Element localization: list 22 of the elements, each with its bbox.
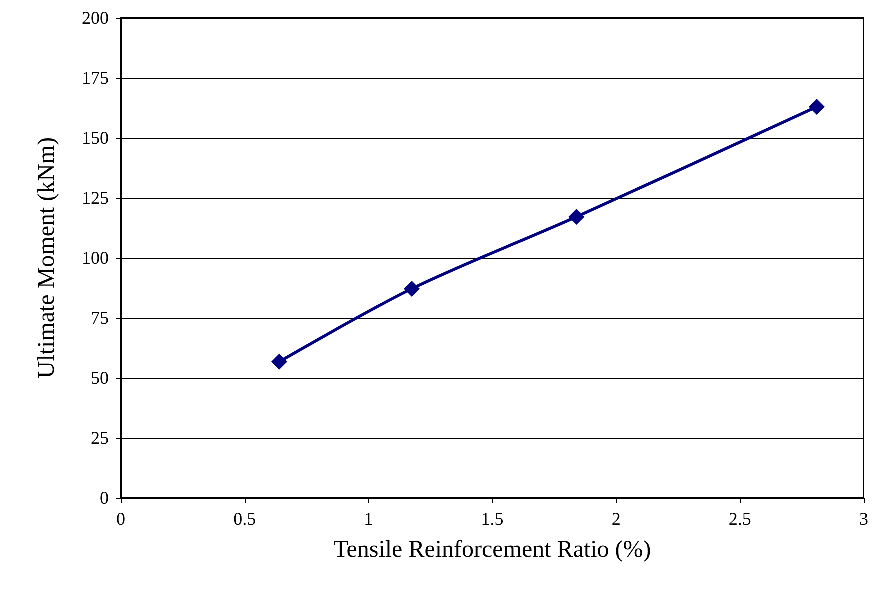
y-tick-label: 50 xyxy=(91,368,109,388)
point xyxy=(404,280,420,297)
y-tick-label: 100 xyxy=(82,248,109,268)
point xyxy=(272,354,288,370)
y-tick-label: 75 xyxy=(91,308,109,328)
x-tick-label: 3 xyxy=(860,509,868,529)
x-tick-label: 2 xyxy=(612,509,621,529)
x-tick-label: 2.5 xyxy=(728,509,752,529)
y-tick-label: 0 xyxy=(100,488,109,508)
y-axis-title: Ultimate Moment (kNm) xyxy=(34,137,60,379)
x-tick-label: 1 xyxy=(364,509,374,529)
y-tick-label: 200 xyxy=(82,8,109,28)
x-tick-label: 1.5 xyxy=(481,509,504,529)
y-tick-label: 125 xyxy=(82,188,109,208)
x-tick-label: 0.5 xyxy=(234,509,256,529)
x-tick-label: 0 xyxy=(116,509,126,529)
point xyxy=(568,208,585,225)
point xyxy=(808,99,825,116)
y-tick-label: 150 xyxy=(82,128,109,148)
y-tick-label: 175 xyxy=(82,68,109,88)
x-axis-title: Tensile Reinforcement Ratio (%) xyxy=(334,537,652,563)
y-tick-label: 25 xyxy=(91,428,109,448)
